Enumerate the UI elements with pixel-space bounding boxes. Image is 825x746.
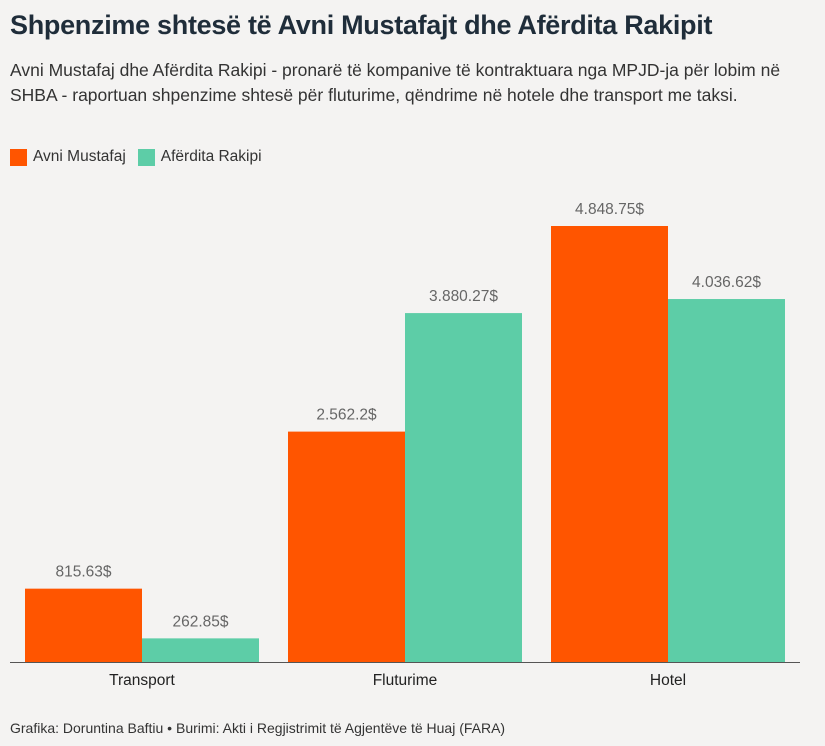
legend-item-aferdita: Afërdita Rakipi xyxy=(137,148,262,166)
legend-label-aferdita: Afërdita Rakipi xyxy=(160,148,262,165)
data-label-fluturime-aferdita: 3.880.27$ xyxy=(429,288,498,305)
chart-title: Shpenzime shtesë të Avni Mustafajt dhe A… xyxy=(10,10,713,40)
x-tick-label-transport: Transport xyxy=(109,672,175,689)
chart-footer: Grafika: Doruntina Baftiu • Burimi: Akti… xyxy=(10,720,506,736)
bar-hotel-avni xyxy=(551,226,668,662)
legend-item-avni: Avni Mustafaj xyxy=(10,148,126,166)
x-tick-label-fluturime: Fluturime xyxy=(373,672,438,689)
bar-fluturime-avni xyxy=(288,431,405,662)
data-label-transport-aferdita: 262.85$ xyxy=(172,613,228,630)
bar-hotel-aferdita xyxy=(668,299,785,662)
legend-swatch-aferdita xyxy=(137,148,155,166)
data-label-hotel-aferdita: 4.036.62$ xyxy=(692,274,761,291)
legend-swatch-avni xyxy=(10,148,27,166)
data-label-fluturime-avni: 2.562.2$ xyxy=(316,407,377,424)
x-tick-label-hotel: Hotel xyxy=(650,672,686,689)
data-label-transport-avni: 815.63$ xyxy=(55,564,111,581)
legend-label-avni: Avni Mustafaj xyxy=(33,148,126,165)
chart-legend: Avni Mustafaj Afërdita Rakipi xyxy=(10,148,274,166)
bar-fluturime-aferdita xyxy=(405,313,522,662)
bar-transport-avni xyxy=(25,588,142,662)
bar-transport-aferdita xyxy=(142,638,259,662)
data-label-hotel-avni: 4.848.75$ xyxy=(575,201,644,218)
chart-subtitle: Avni Mustafaj dhe Afërdita Rakipi - pron… xyxy=(10,60,781,105)
